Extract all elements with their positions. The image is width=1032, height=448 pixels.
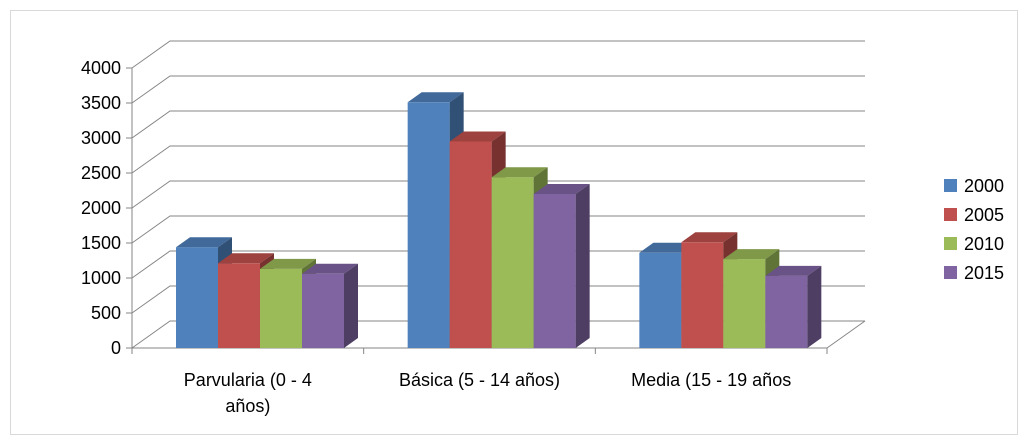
category-label: Media (15 - 19 años bbox=[631, 370, 791, 390]
category-label-line: años) bbox=[225, 396, 270, 416]
bar-front bbox=[449, 141, 492, 348]
bar-front bbox=[639, 252, 682, 348]
legend-item: 2015 bbox=[944, 263, 1004, 283]
legend-swatch bbox=[944, 266, 957, 279]
bar-top bbox=[765, 265, 822, 276]
legend-item: 2000 bbox=[944, 176, 1004, 196]
bar-top bbox=[723, 249, 780, 260]
legend-item: 2005 bbox=[944, 205, 1004, 225]
category-label-line: Parvularia (0 - 4 bbox=[184, 370, 312, 390]
legend-label: 2015 bbox=[964, 263, 1004, 283]
bar-side bbox=[575, 184, 590, 348]
bar-front bbox=[218, 263, 260, 348]
bar-front bbox=[491, 177, 534, 348]
gridline bbox=[131, 110, 865, 139]
y-tick-label: 0 bbox=[111, 338, 121, 358]
bar-top bbox=[218, 253, 274, 264]
y-axis-tick-labels: 0 500 1000 1500 2000 2500 3000 3500 4000 bbox=[81, 58, 121, 358]
bar-front bbox=[681, 242, 724, 348]
y-tick-label: 1500 bbox=[81, 233, 121, 253]
bar-top bbox=[260, 258, 316, 269]
grid-lines bbox=[131, 40, 866, 349]
legend-item: 2010 bbox=[944, 234, 1004, 254]
bar-front bbox=[260, 268, 302, 348]
bar-top bbox=[491, 167, 548, 178]
legend-label: 2000 bbox=[964, 176, 1004, 196]
bar-top bbox=[176, 237, 232, 248]
gridline bbox=[131, 285, 865, 314]
bar-top bbox=[449, 131, 506, 142]
legend-label: 2005 bbox=[964, 205, 1004, 225]
category-label: Básica (5 - 14 años) bbox=[399, 370, 560, 390]
bar-front bbox=[533, 194, 576, 348]
bar-top bbox=[533, 184, 590, 194]
legend-label: 2010 bbox=[964, 234, 1004, 254]
y-tick-label: 4000 bbox=[81, 58, 121, 78]
gridline bbox=[131, 180, 865, 209]
y-tick-label: 500 bbox=[91, 303, 121, 323]
bar bbox=[302, 263, 358, 348]
bar-front bbox=[176, 247, 218, 348]
bar-top bbox=[407, 92, 464, 103]
y-tick-label: 1000 bbox=[81, 268, 121, 288]
gridline bbox=[131, 215, 865, 244]
bar-side bbox=[807, 265, 822, 348]
bar-front bbox=[407, 102, 450, 348]
legend-swatch bbox=[944, 237, 957, 250]
legend-swatch bbox=[944, 179, 957, 192]
bar-top bbox=[302, 263, 358, 274]
gridline bbox=[131, 250, 865, 279]
bar-front bbox=[765, 275, 808, 348]
category-label: Parvularia (0 - 4 años) bbox=[184, 370, 312, 416]
gridline bbox=[131, 145, 865, 174]
category-label-line: Media (15 - 19 años bbox=[631, 370, 791, 390]
bar bbox=[533, 184, 590, 348]
bar bbox=[765, 265, 822, 348]
x-axis-category-labels: Parvularia (0 - 4 años) Básica (5 - 14 año… bbox=[184, 370, 791, 416]
legend-swatch bbox=[944, 208, 957, 221]
bar-front bbox=[723, 259, 766, 348]
bar-front bbox=[302, 273, 344, 348]
gridline bbox=[131, 320, 865, 349]
gridline bbox=[131, 75, 865, 104]
bars bbox=[176, 92, 822, 348]
y-tick-label: 2000 bbox=[81, 198, 121, 218]
floor-edge bbox=[826, 320, 866, 349]
bar-side bbox=[344, 263, 358, 348]
legend: 2000 2005 2010 2015 bbox=[944, 176, 1004, 283]
bar-top bbox=[681, 232, 738, 243]
category-label-line: Básica (5 - 14 años) bbox=[399, 370, 560, 390]
y-tick-label: 2500 bbox=[81, 163, 121, 183]
gridline bbox=[131, 40, 865, 69]
y-tick-label: 3500 bbox=[81, 93, 121, 113]
y-tick-label: 3000 bbox=[81, 128, 121, 148]
